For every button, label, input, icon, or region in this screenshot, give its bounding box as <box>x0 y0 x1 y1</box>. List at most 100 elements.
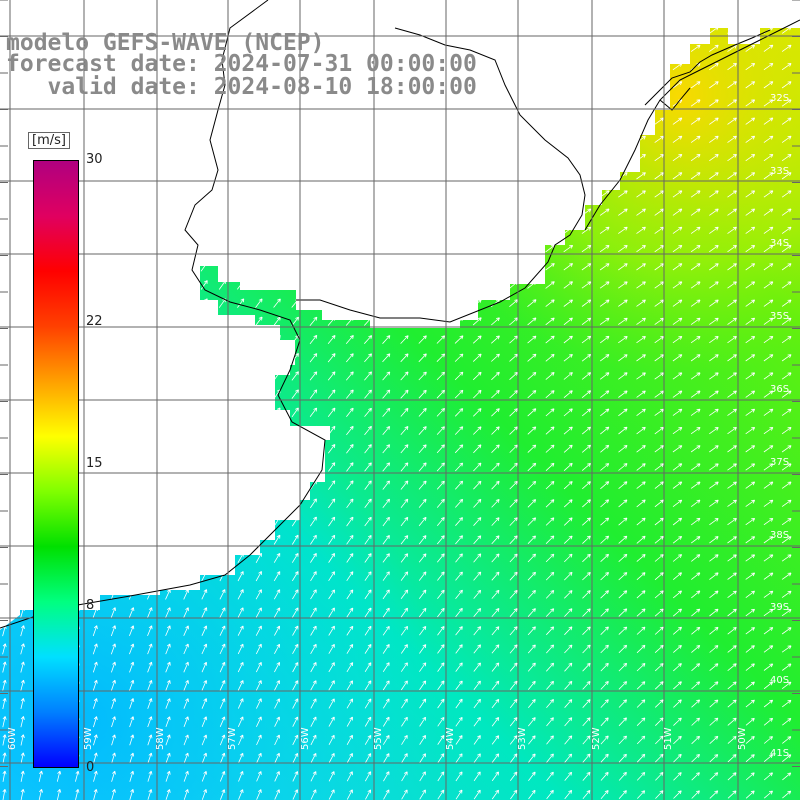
wind-arrow <box>201 661 208 673</box>
wind-arrow <box>165 770 171 782</box>
wind-arrow <box>309 462 317 472</box>
wind-arrow <box>600 626 609 635</box>
wind-arrow <box>472 353 482 362</box>
wind-arrow <box>236 116 245 126</box>
wind-arrow <box>292 625 299 636</box>
wind-arrow <box>545 263 555 271</box>
wind-arrow <box>201 516 208 527</box>
wind-arrow <box>636 554 646 562</box>
wind-arrow <box>346 425 354 436</box>
wind-arrow <box>219 643 226 655</box>
wind-arrow <box>599 245 610 253</box>
wind-arrow <box>19 334 26 345</box>
wind-arrow <box>255 589 262 600</box>
wind-arrow <box>437 698 445 709</box>
wind-arrow <box>436 371 445 381</box>
wind-arrow <box>309 262 318 272</box>
wind-arrow <box>691 626 701 635</box>
wind-arrow <box>91 170 99 181</box>
wind-arrow <box>618 9 627 15</box>
wind-arrow <box>690 245 701 253</box>
wind-arrow <box>654 445 664 453</box>
wind-arrow <box>401 789 408 800</box>
wind-arrow <box>309 371 318 381</box>
wind-arrow <box>92 388 98 400</box>
wind-arrow <box>201 752 208 764</box>
wind-arrow <box>618 572 628 581</box>
wind-arrow <box>728 9 737 15</box>
wind-arrow <box>200 98 209 108</box>
wind-arrow <box>291 443 299 454</box>
wind-arrow <box>292 771 299 782</box>
wind-arrow <box>200 116 209 126</box>
wind-arrow <box>346 498 354 509</box>
wind-arrow <box>254 171 263 181</box>
wind-arrow <box>709 735 719 744</box>
wind-arrow <box>600 426 610 435</box>
wind-arrow <box>763 609 774 617</box>
wind-arrow <box>546 735 554 745</box>
wind-arrow <box>455 462 464 472</box>
longitude-label: 56W <box>300 727 311 750</box>
wind-arrow <box>654 63 665 71</box>
wind-arrow <box>346 662 354 673</box>
wind-arrow <box>509 771 518 782</box>
wind-arrow <box>436 117 446 125</box>
wind-arrow <box>255 625 262 636</box>
wind-arrow <box>618 336 628 344</box>
wind-arrow <box>745 772 755 781</box>
wind-arrow <box>129 789 135 800</box>
wind-arrow <box>200 298 208 308</box>
wind-arrow <box>563 63 574 71</box>
wind-arrow <box>618 226 628 234</box>
wind-arrow <box>745 390 756 398</box>
wind-arrow <box>292 789 299 800</box>
wind-arrow <box>164 298 172 309</box>
wind-arrow <box>146 207 154 218</box>
wind-arrow <box>200 280 208 290</box>
wind-arrow <box>382 371 391 381</box>
wind-arrow <box>146 534 153 545</box>
wind-arrow <box>527 444 537 453</box>
wind-arrow <box>636 535 646 544</box>
wind-arrow <box>219 461 226 472</box>
wind-arrow <box>563 281 573 289</box>
wind-arrow <box>183 643 189 655</box>
wind-arrow <box>327 135 336 144</box>
wind-arrow <box>128 479 135 491</box>
wind-arrow <box>654 608 664 617</box>
wind-arrow <box>327 280 336 290</box>
wind-arrow <box>781 299 792 307</box>
wind-arrow <box>472 281 482 289</box>
wind-arrow <box>437 735 445 745</box>
wind-arrow <box>618 44 628 52</box>
wind-arrow <box>219 680 226 691</box>
wind-arrow <box>292 716 299 727</box>
wind-arrow <box>19 406 26 418</box>
wind-arrow <box>346 716 353 727</box>
wind-arrow <box>309 407 318 418</box>
wind-arrow <box>545 63 555 71</box>
wind-arrow <box>146 552 153 564</box>
wind-arrow <box>545 571 555 581</box>
wind-arrow <box>146 479 153 491</box>
wind-arrow <box>183 698 189 709</box>
wind-arrow <box>763 372 774 380</box>
wind-arrow <box>454 190 464 198</box>
wind-arrow <box>636 44 646 52</box>
wind-arrow <box>581 154 592 162</box>
wind-arrow <box>527 608 536 617</box>
wind-arrow <box>400 353 409 363</box>
wind-arrow <box>763 499 774 507</box>
wind-arrow <box>528 735 536 745</box>
wind-arrow <box>527 172 537 180</box>
colorbar-tick-label: 15 <box>86 456 103 471</box>
wind-arrow <box>92 479 98 491</box>
wind-arrow <box>709 717 719 726</box>
wind-arrow <box>781 536 792 544</box>
wind-arrow <box>581 354 592 362</box>
wind-arrow <box>182 189 190 199</box>
wind-arrow <box>418 407 427 417</box>
wind-arrow <box>182 425 190 436</box>
wind-arrow <box>400 9 409 16</box>
